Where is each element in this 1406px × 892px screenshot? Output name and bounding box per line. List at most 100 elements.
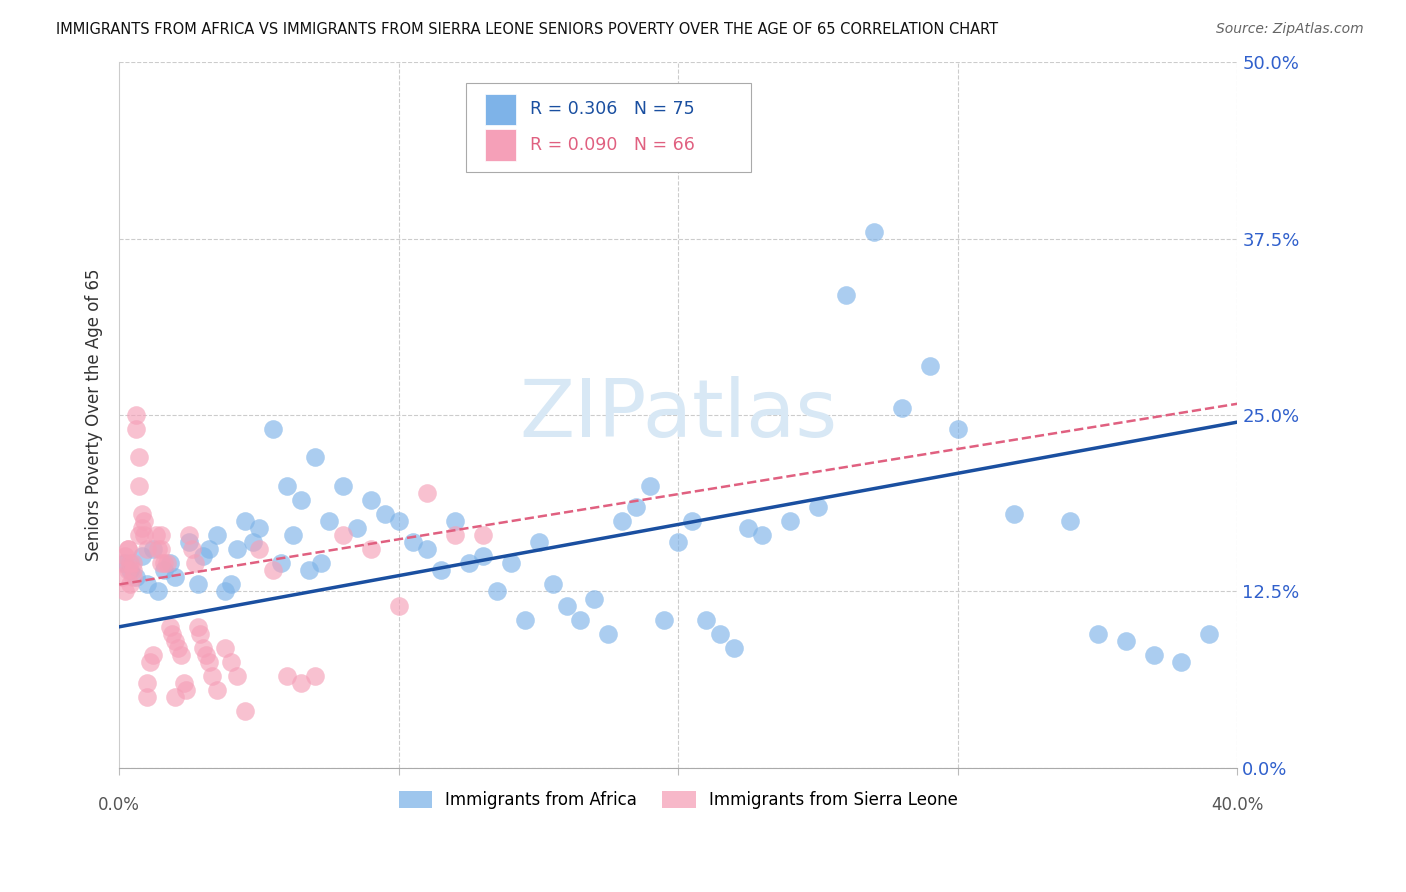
Point	[457, 556, 479, 570]
Point	[541, 577, 564, 591]
Point	[125, 408, 148, 422]
Point	[205, 683, 228, 698]
Point	[120, 577, 142, 591]
Point	[197, 655, 219, 669]
Point	[219, 577, 242, 591]
Point	[242, 535, 264, 549]
Point	[471, 528, 494, 542]
Point	[165, 690, 187, 705]
Point	[111, 570, 134, 584]
Point	[723, 640, 745, 655]
Point	[346, 521, 368, 535]
Point	[125, 570, 148, 584]
Point	[388, 599, 411, 613]
Point	[179, 535, 201, 549]
Y-axis label: Seniors Poverty Over the Age of 65: Seniors Poverty Over the Age of 65	[86, 268, 103, 561]
Point	[125, 422, 148, 436]
Point	[388, 514, 411, 528]
Point	[946, 422, 969, 436]
Point	[176, 683, 198, 698]
Point	[276, 478, 298, 492]
Point	[751, 528, 773, 542]
Point	[114, 549, 136, 564]
Point	[270, 556, 292, 570]
Point	[709, 627, 731, 641]
Point	[290, 492, 312, 507]
Point	[681, 514, 703, 528]
Text: 40.0%: 40.0%	[1211, 797, 1264, 814]
Point	[443, 528, 465, 542]
Point	[276, 669, 298, 683]
Point	[863, 225, 886, 239]
Point	[918, 359, 941, 373]
Point	[191, 549, 214, 564]
Point	[153, 563, 176, 577]
Point	[194, 648, 217, 662]
Point	[167, 640, 190, 655]
Point	[304, 450, 326, 465]
Point	[131, 521, 153, 535]
Point	[737, 521, 759, 535]
Point	[128, 528, 150, 542]
Point	[117, 542, 139, 557]
Point	[156, 556, 179, 570]
Point	[555, 599, 578, 613]
Point	[165, 633, 187, 648]
Point	[148, 584, 170, 599]
Point	[360, 542, 382, 557]
Point	[416, 485, 439, 500]
Point	[360, 492, 382, 507]
Point	[247, 542, 270, 557]
Point	[527, 535, 550, 549]
Point	[225, 669, 247, 683]
Point	[262, 563, 284, 577]
Point	[128, 478, 150, 492]
Point	[318, 514, 340, 528]
Point	[142, 648, 165, 662]
Text: 0.0%: 0.0%	[98, 797, 141, 814]
Point	[136, 542, 159, 557]
Point	[695, 613, 717, 627]
Point	[225, 542, 247, 557]
Point	[145, 528, 167, 542]
Text: R = 0.090   N = 66: R = 0.090 N = 66	[530, 136, 695, 153]
Point	[200, 669, 222, 683]
Point	[569, 613, 592, 627]
Point	[890, 401, 912, 415]
Point	[779, 514, 801, 528]
Point	[1170, 655, 1192, 669]
Point	[181, 542, 204, 557]
Point	[114, 584, 136, 599]
Point	[186, 620, 208, 634]
Point	[214, 640, 236, 655]
Legend: Immigrants from Africa, Immigrants from Sierra Leone: Immigrants from Africa, Immigrants from …	[392, 785, 965, 816]
Point	[122, 570, 145, 584]
Point	[136, 577, 159, 591]
Point	[1059, 514, 1081, 528]
Bar	[485, 128, 516, 161]
Point	[1198, 627, 1220, 641]
Point	[640, 478, 662, 492]
Point	[120, 563, 142, 577]
Point	[136, 690, 159, 705]
Text: IMMIGRANTS FROM AFRICA VS IMMIGRANTS FROM SIERRA LEONE SENIORS POVERTY OVER THE : IMMIGRANTS FROM AFRICA VS IMMIGRANTS FRO…	[56, 22, 998, 37]
Point	[233, 514, 256, 528]
Point	[471, 549, 494, 564]
Point	[150, 556, 173, 570]
Point	[179, 528, 201, 542]
Point	[142, 542, 165, 557]
Point	[1087, 627, 1109, 641]
Point	[1115, 633, 1137, 648]
Point	[186, 577, 208, 591]
Point	[247, 521, 270, 535]
Point	[374, 507, 396, 521]
Point	[165, 570, 187, 584]
Point	[122, 563, 145, 577]
Point	[136, 676, 159, 690]
Point	[148, 542, 170, 557]
Point	[159, 556, 181, 570]
Point	[153, 556, 176, 570]
Point	[233, 705, 256, 719]
Point	[134, 528, 156, 542]
Point	[309, 556, 332, 570]
